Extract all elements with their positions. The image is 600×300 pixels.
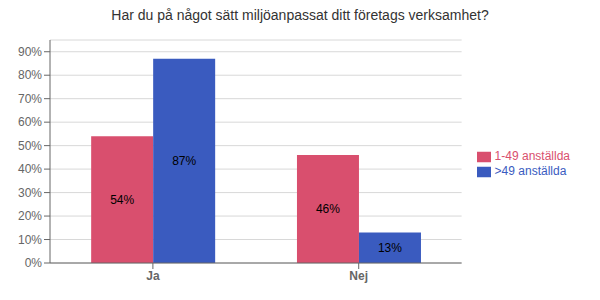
svg-text:20%: 20% [18, 209, 42, 223]
svg-text:Nej: Nej [349, 269, 368, 283]
svg-text:80%: 80% [18, 68, 42, 82]
svg-text:50%: 50% [18, 139, 42, 153]
svg-text:46%: 46% [316, 202, 340, 216]
svg-text:54%: 54% [110, 193, 134, 207]
svg-text:Ja: Ja [146, 269, 160, 283]
svg-text:70%: 70% [18, 92, 42, 106]
svg-text:40%: 40% [18, 162, 42, 176]
html-text:1-49 anställda: 1-49 anställda [494, 149, 570, 164]
svg-text:0%: 0% [25, 256, 43, 270]
html-text:>49 anställda: >49 anställda [494, 164, 567, 178]
svg-text:90%: 90% [18, 45, 42, 59]
svg-text:30%: 30% [18, 186, 42, 200]
svg-text:10%: 10% [18, 233, 42, 247]
svg-text:60%: 60% [18, 115, 42, 129]
html-text:Har du på något sätt miljöanpa: Har du på något sätt miljöanpassat ditt … [111, 7, 489, 23]
svg-text:87%: 87% [172, 154, 196, 168]
svg-text:13%: 13% [378, 241, 402, 255]
